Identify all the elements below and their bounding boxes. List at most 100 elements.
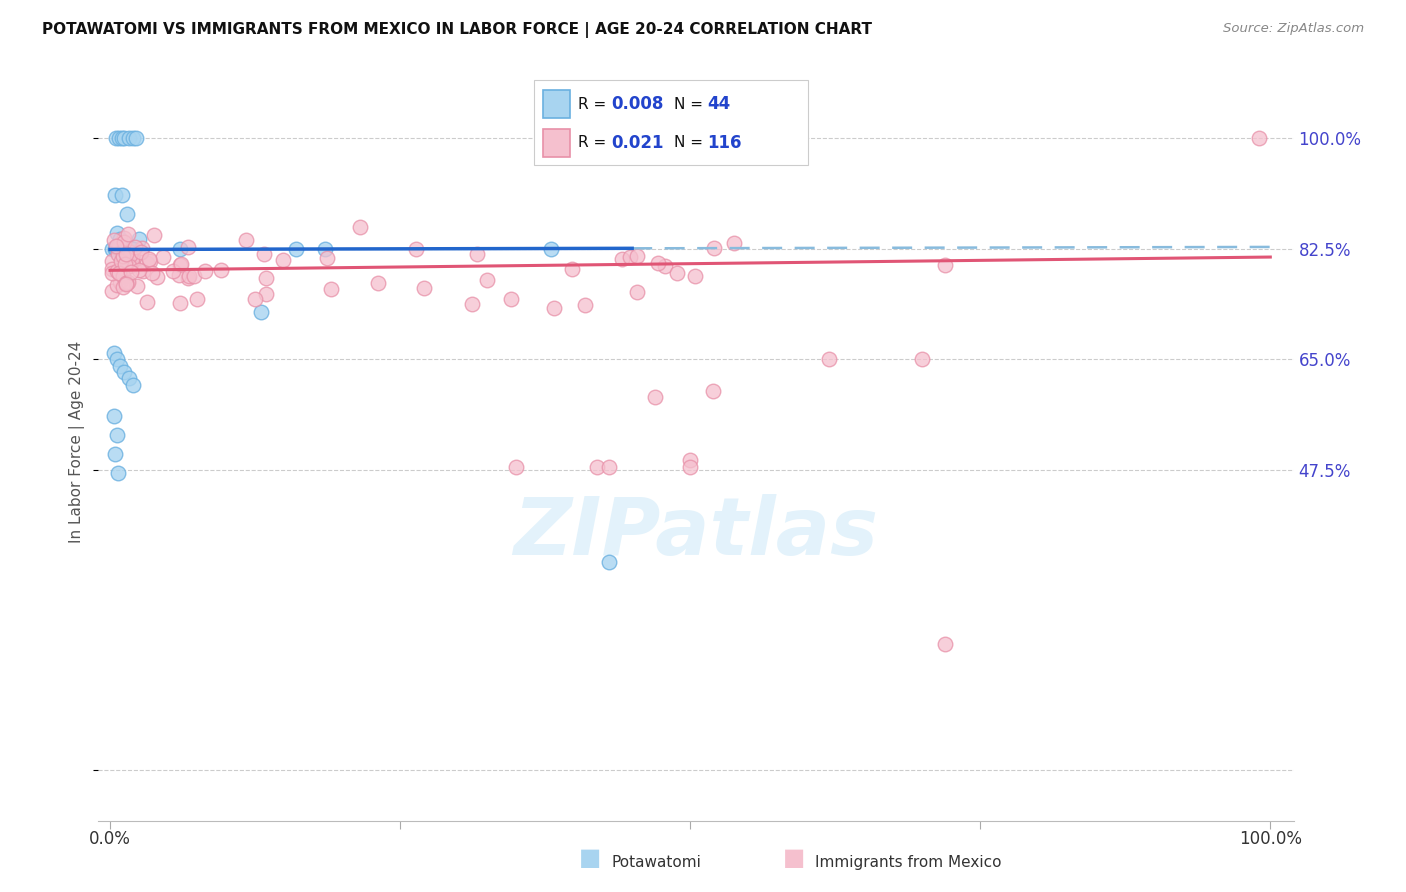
Point — [142, 228, 165, 243]
Point — [135, 295, 157, 310]
Point — [647, 255, 669, 269]
Point — [117, 207, 139, 221]
Point — [118, 248, 141, 262]
Point — [702, 384, 724, 398]
Point — [108, 266, 131, 280]
Point — [465, 247, 488, 261]
Text: Source: ZipAtlas.com: Source: ZipAtlas.com — [1223, 22, 1364, 36]
Point — [131, 241, 153, 255]
Point — [314, 242, 336, 256]
Point — [209, 263, 232, 277]
Point — [122, 242, 145, 256]
Point — [685, 269, 707, 284]
Point — [112, 242, 135, 256]
Point — [250, 305, 273, 319]
Point — [104, 188, 127, 202]
Point — [122, 377, 145, 392]
Point — [911, 352, 934, 367]
Point — [475, 273, 498, 287]
Text: ■: ■ — [579, 846, 602, 870]
Point — [934, 637, 956, 651]
Point — [169, 242, 191, 256]
Point — [104, 242, 127, 256]
Point — [104, 239, 127, 253]
Point — [121, 265, 143, 279]
Point — [105, 278, 128, 293]
Point — [254, 287, 277, 301]
Text: 44: 44 — [707, 95, 730, 113]
Point — [561, 261, 583, 276]
Point — [586, 459, 609, 474]
Point — [112, 131, 135, 145]
Text: 100.0%: 100.0% — [1239, 830, 1302, 848]
Point — [115, 255, 138, 269]
Point — [129, 245, 152, 260]
Point — [121, 255, 143, 269]
Point — [499, 292, 522, 306]
Point — [124, 131, 146, 145]
Point — [114, 277, 136, 291]
Point — [679, 459, 702, 474]
Point — [107, 466, 129, 480]
Point — [626, 285, 648, 299]
Text: ■: ■ — [783, 846, 806, 870]
Text: POTAWATOMI VS IMMIGRANTS FROM MEXICO IN LABOR FORCE | AGE 20-24 CORRELATION CHAR: POTAWATOMI VS IMMIGRANTS FROM MEXICO IN … — [42, 22, 872, 38]
Point — [111, 279, 134, 293]
Point — [235, 234, 257, 248]
Point — [619, 250, 641, 264]
FancyBboxPatch shape — [543, 90, 569, 118]
Point — [543, 301, 565, 315]
Point — [101, 242, 124, 256]
Point — [104, 131, 127, 145]
Point — [703, 241, 725, 255]
Text: N =: N = — [673, 96, 709, 112]
Point — [105, 263, 128, 277]
Point — [108, 242, 131, 256]
Point — [183, 268, 205, 283]
Point — [115, 277, 138, 291]
Point — [321, 282, 343, 296]
Point — [162, 263, 184, 277]
Point — [679, 453, 702, 467]
Text: N =: N = — [673, 136, 709, 151]
Point — [117, 276, 139, 290]
Point — [101, 284, 124, 298]
Text: ZIPatlas: ZIPatlas — [513, 493, 879, 572]
Point — [110, 232, 132, 246]
Point — [152, 251, 174, 265]
Point — [177, 269, 200, 284]
Point — [167, 268, 190, 283]
Point — [136, 256, 159, 270]
Point — [128, 232, 150, 246]
Point — [112, 249, 135, 263]
FancyBboxPatch shape — [543, 129, 569, 157]
Point — [367, 276, 389, 290]
Point — [505, 459, 527, 474]
Point — [114, 257, 136, 271]
Point — [934, 258, 956, 272]
Text: 116: 116 — [707, 134, 741, 152]
Point — [112, 231, 135, 245]
Point — [574, 298, 596, 312]
Point — [108, 238, 131, 252]
Point — [138, 252, 160, 266]
Point — [1247, 131, 1270, 145]
Point — [254, 271, 277, 285]
Point — [176, 271, 198, 285]
Point — [107, 242, 129, 256]
Point — [243, 292, 266, 306]
Point — [723, 236, 745, 251]
Point — [117, 242, 139, 256]
Point — [103, 234, 125, 248]
Text: Immigrants from Mexico: Immigrants from Mexico — [815, 855, 1002, 870]
Point — [117, 275, 139, 289]
Point — [598, 555, 620, 569]
Point — [169, 295, 191, 310]
Point — [122, 131, 145, 145]
Point — [122, 248, 145, 262]
Point — [626, 249, 648, 263]
Point — [124, 240, 146, 254]
Point — [105, 352, 128, 367]
Point — [132, 264, 155, 278]
Point — [107, 247, 129, 261]
